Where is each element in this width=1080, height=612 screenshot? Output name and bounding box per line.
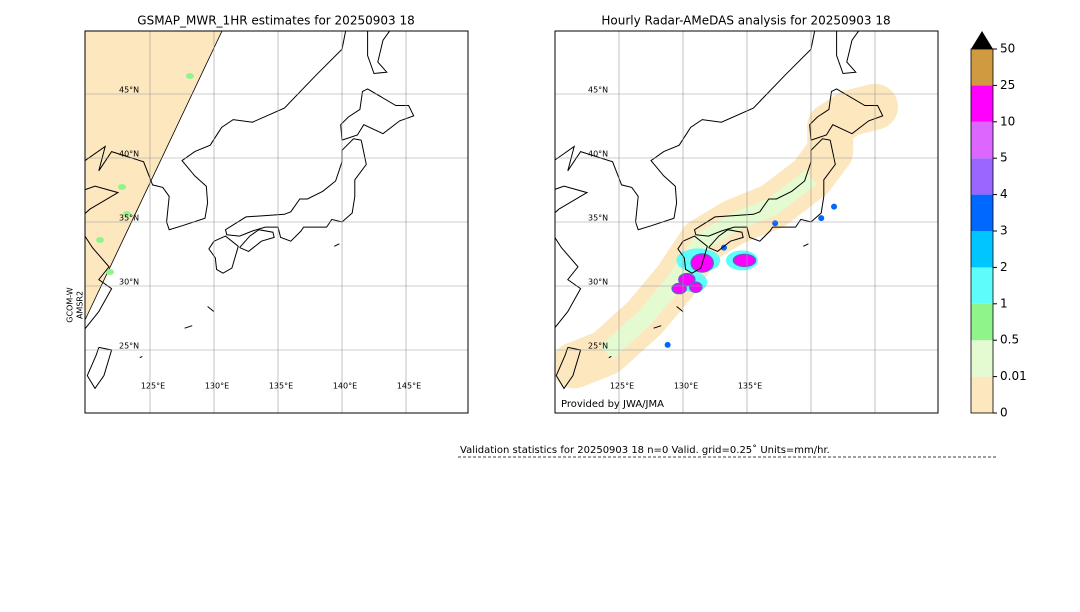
- validation-text: Validation statistics for 20250903 18 n=…: [460, 444, 830, 456]
- colorbar-label: 5: [1000, 151, 1008, 165]
- lon-label: 125°E: [141, 382, 165, 391]
- lat-label: 35°N: [119, 214, 139, 223]
- rain-patch: [186, 73, 194, 79]
- colorbar-segment: [971, 194, 993, 231]
- colorbar-extend: [971, 31, 993, 49]
- coastline: [184, 325, 193, 329]
- rain-spot: [818, 215, 825, 222]
- coastline: [555, 31, 816, 329]
- lat-label: 45°N: [119, 86, 139, 95]
- colorbar-label: 3: [1000, 224, 1008, 238]
- coastline: [207, 306, 215, 312]
- rain-spot: [664, 341, 671, 348]
- colorbar-segment: [971, 303, 993, 341]
- colorbar-label: 4: [1000, 187, 1008, 201]
- lon-label: 130°E: [205, 382, 229, 391]
- colorbar: 0 0.01 0.5 1 2 3 4 5 10 25 50: [970, 31, 1027, 420]
- colorbar-label: 50: [1000, 42, 1015, 56]
- colorbar-segment: [971, 231, 993, 268]
- credit: Provided by JWA/JMA: [561, 399, 664, 410]
- coastline: [677, 235, 708, 274]
- rain-heavy: [671, 282, 687, 295]
- coastline: [367, 31, 391, 75]
- coastline: [340, 88, 415, 141]
- rain-light: [600, 170, 817, 360]
- lat-label: 25°N: [588, 342, 608, 351]
- lat-label: 45°N: [588, 86, 608, 95]
- left-frame: [84, 30, 469, 414]
- rain-heavy: [732, 253, 757, 268]
- rain-patch: [118, 184, 126, 190]
- rain-patch: [96, 237, 104, 243]
- coastline: [809, 88, 884, 141]
- lon-label: 125°E: [610, 382, 634, 391]
- colorbar-segment: [971, 49, 993, 86]
- sensor-label: AMSR2: [76, 291, 85, 319]
- right-title: Hourly Radar-AMeDAS analysis for 2025090…: [601, 14, 890, 28]
- lat-label: 40°N: [119, 150, 139, 159]
- rain-spot: [831, 203, 838, 210]
- colorbar-label: 0.01: [1000, 369, 1027, 383]
- colorbar-segment: [971, 376, 993, 413]
- lon-label: 135°E: [738, 382, 762, 391]
- coastline: [803, 243, 809, 247]
- colorbar-label: 1: [1000, 296, 1008, 310]
- lon-label: 130°E: [674, 382, 698, 391]
- sensor-label: GCOM-W: [66, 287, 75, 323]
- rain-spot: [720, 244, 727, 251]
- coastline: [836, 31, 860, 75]
- colorbar-segment: [971, 121, 993, 159]
- lat-label: 40°N: [588, 150, 608, 159]
- coastline: [708, 229, 744, 252]
- left-title: GSMAP_MWR_1HR estimates for 20250903 18: [137, 14, 414, 28]
- right-map: 45°N 40°N 35°N 30°N 25°N 125°E 130°E 135°E: [555, 31, 938, 413]
- lon-label: 135°E: [269, 382, 293, 391]
- colorbar-segment: [971, 340, 993, 377]
- colorbar-label: 0.5: [1000, 333, 1019, 347]
- coastline: [676, 306, 684, 312]
- colorbar-label: 25: [1000, 78, 1015, 92]
- coastline: [608, 355, 612, 359]
- coastline: [239, 229, 275, 252]
- right-frame: [554, 30, 939, 414]
- lat-label: 30°N: [588, 278, 608, 287]
- coastline: [86, 346, 113, 390]
- rain-heavy: [689, 281, 703, 294]
- colorbar-label: 10: [1000, 114, 1015, 128]
- coastline: [334, 243, 340, 247]
- coastline: [139, 355, 143, 359]
- left-map: 45°N 40°N 35°N 30°N 25°N 125°E 130°E 135°E 140°E…: [85, 31, 468, 413]
- colorbar-label: 2: [1000, 260, 1008, 274]
- colorbar-segment: [971, 158, 993, 195]
- rain-patch: [106, 269, 114, 275]
- lat-label: 35°N: [588, 214, 608, 223]
- coastline: [85, 31, 347, 330]
- rain-spot: [772, 220, 779, 227]
- colorbar-segment: [971, 85, 993, 122]
- colorbar-segment: [971, 267, 993, 304]
- colorbar-label: 0: [1000, 406, 1008, 420]
- lon-label: 140°E: [333, 382, 357, 391]
- coastline: [653, 325, 662, 329]
- coastline: [224, 138, 367, 242]
- lat-label: 25°N: [119, 342, 139, 351]
- lat-label: 30°N: [119, 278, 139, 287]
- coastline: [208, 235, 239, 274]
- rain-patch: [123, 211, 131, 217]
- lon-label: 145°E: [397, 382, 421, 391]
